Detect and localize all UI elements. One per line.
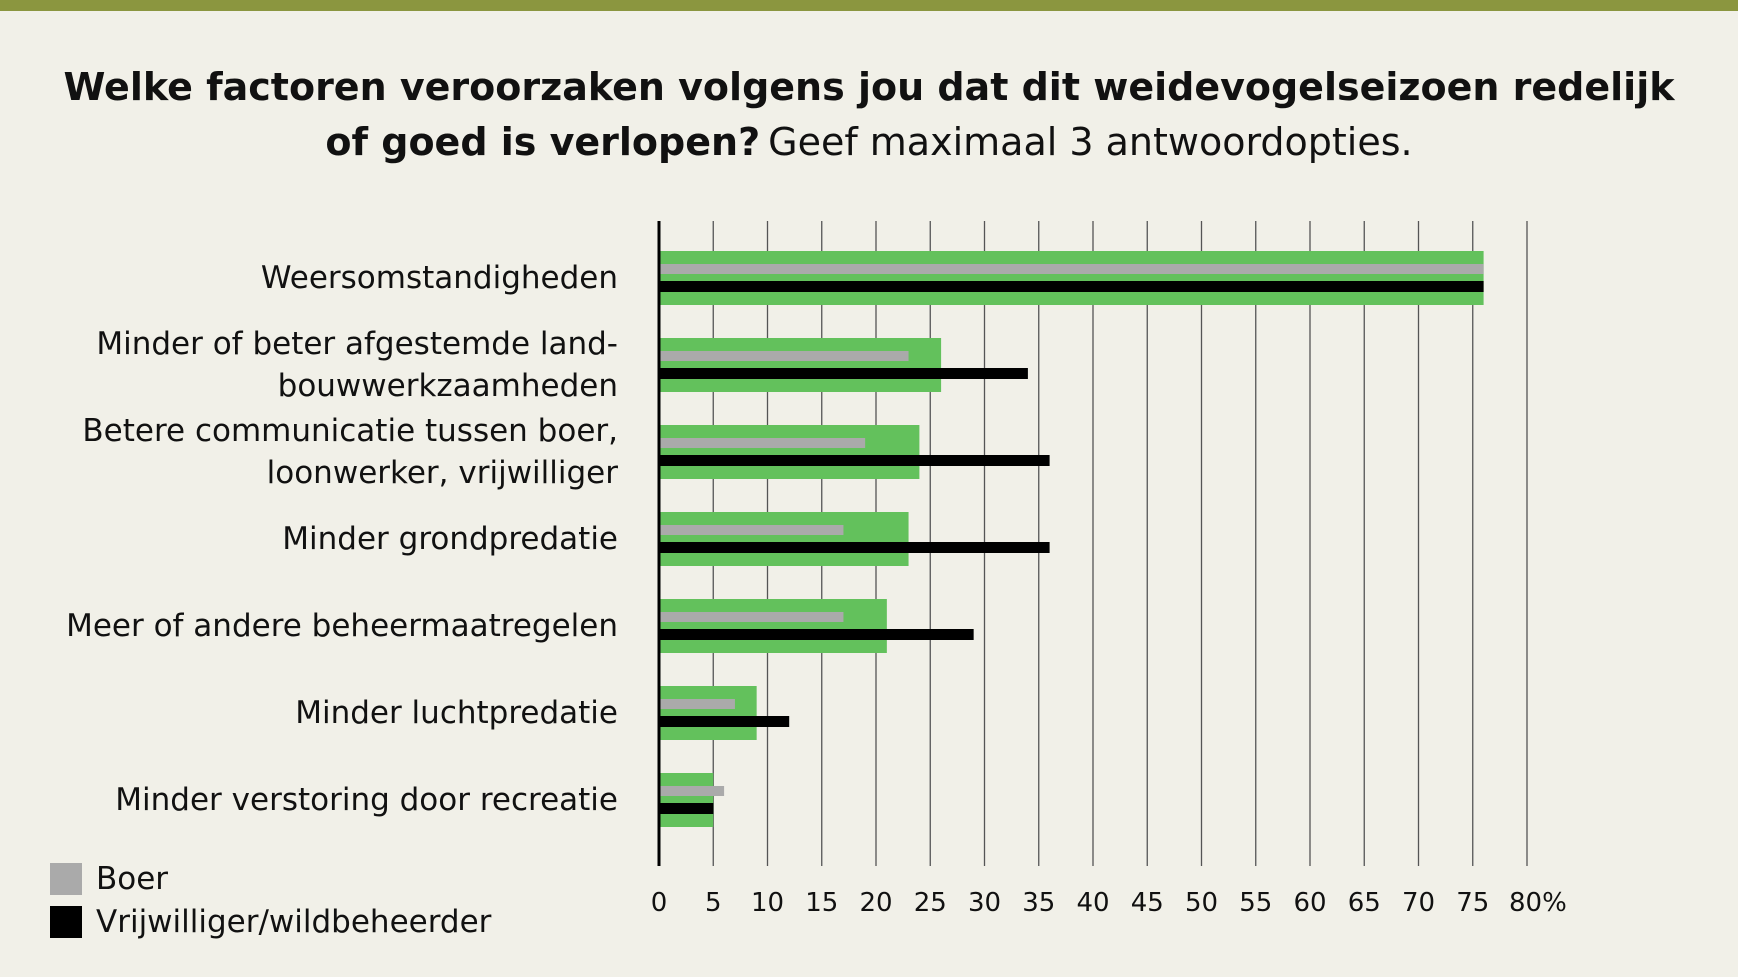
category-label-line: Weersomstandigheden	[260, 260, 618, 296]
x-tick-label: 35	[1022, 888, 1055, 918]
legend-label-vrijwilliger: Vrijwilliger/wildbeheerder	[96, 904, 492, 940]
category-label: Minder luchtpredatie	[20, 692, 618, 734]
x-tick-label: 75	[1456, 888, 1489, 918]
x-tick-label: 10	[751, 888, 784, 918]
category-label: Minder grondpredatie	[20, 518, 618, 560]
legend-swatch-vrijwilliger	[50, 906, 82, 938]
legend-swatch-boer	[50, 863, 82, 895]
bar-boer	[659, 786, 725, 796]
x-tick-label: 5	[705, 888, 722, 918]
bar-total	[659, 425, 920, 479]
bar-total	[659, 338, 942, 392]
category-label: Betere communicatie tussen boer, loonwerk…	[20, 410, 618, 494]
x-tick-label: 50	[1185, 888, 1218, 918]
x-tick-label: 80%	[1509, 888, 1567, 918]
bar-boer	[659, 699, 735, 709]
bar-boer	[659, 264, 1484, 274]
category-label-line: Minder grondpredatie	[282, 521, 618, 557]
x-tick-label: 0	[651, 888, 668, 918]
x-tick-label: 70	[1402, 888, 1435, 918]
bar-boer	[659, 351, 909, 361]
bar-boer	[659, 612, 844, 622]
x-tick-label: 65	[1348, 888, 1381, 918]
category-label-line: bouwwerkzaamheden	[277, 368, 618, 404]
x-tick-label: 15	[805, 888, 838, 918]
bar-total	[659, 773, 714, 827]
legend-item-boer: Boer	[50, 861, 169, 897]
bar-vrijwilliger	[659, 803, 714, 814]
bar-boer	[659, 525, 844, 535]
x-tick-label: 55	[1239, 888, 1272, 918]
bar-boer	[659, 438, 866, 448]
top-accent-bar	[0, 0, 1738, 11]
category-label-line: Minder of beter afgestemde land-	[96, 326, 618, 362]
bar-total	[659, 686, 757, 740]
x-tick-label: 45	[1131, 888, 1164, 918]
bar-vrijwilliger	[659, 542, 1050, 553]
bar-total	[659, 251, 1484, 305]
chart-instruction: Geef maximaal 3 antwoordopties.	[768, 120, 1413, 164]
category-label-line: Betere communicatie tussen boer,	[82, 413, 618, 449]
chart-title: Welke factoren veroorzaken volgens jou d…	[40, 60, 1698, 170]
x-tick-label: 40	[1076, 888, 1109, 918]
x-tick-label: 30	[968, 888, 1001, 918]
bar-vrijwilliger	[659, 629, 974, 640]
category-label-line: loonwerker, vrijwilliger	[266, 455, 618, 491]
bar-total	[659, 512, 909, 566]
category-label: Weersomstandigheden	[20, 257, 618, 299]
bar-vrijwilliger	[659, 281, 1484, 292]
legend-label-boer: Boer	[96, 861, 169, 897]
category-label: Minder of beter afgestemde land-bouwwerk…	[20, 323, 618, 407]
bar-total	[659, 599, 887, 653]
category-label-line: Minder verstoring door recreatie	[115, 782, 618, 818]
x-tick-label: 60	[1293, 888, 1326, 918]
chart-question: Welke factoren veroorzaken volgens jou d…	[63, 65, 1675, 164]
bar-vrijwilliger	[659, 368, 1028, 379]
category-label-line: Minder luchtpredatie	[295, 695, 618, 731]
legend-item-vrijwilliger: Vrijwilliger/wildbeheerder	[50, 904, 492, 940]
bar-vrijwilliger	[659, 455, 1050, 466]
bar-vrijwilliger	[659, 716, 790, 727]
category-label: Meer of andere beheermaatregelen	[20, 605, 618, 647]
x-tick-label: 25	[914, 888, 947, 918]
category-label-line: Meer of andere beheermaatregelen	[66, 608, 618, 644]
x-tick-label: 20	[859, 888, 892, 918]
category-label: Minder verstoring door recreatie	[20, 779, 618, 821]
